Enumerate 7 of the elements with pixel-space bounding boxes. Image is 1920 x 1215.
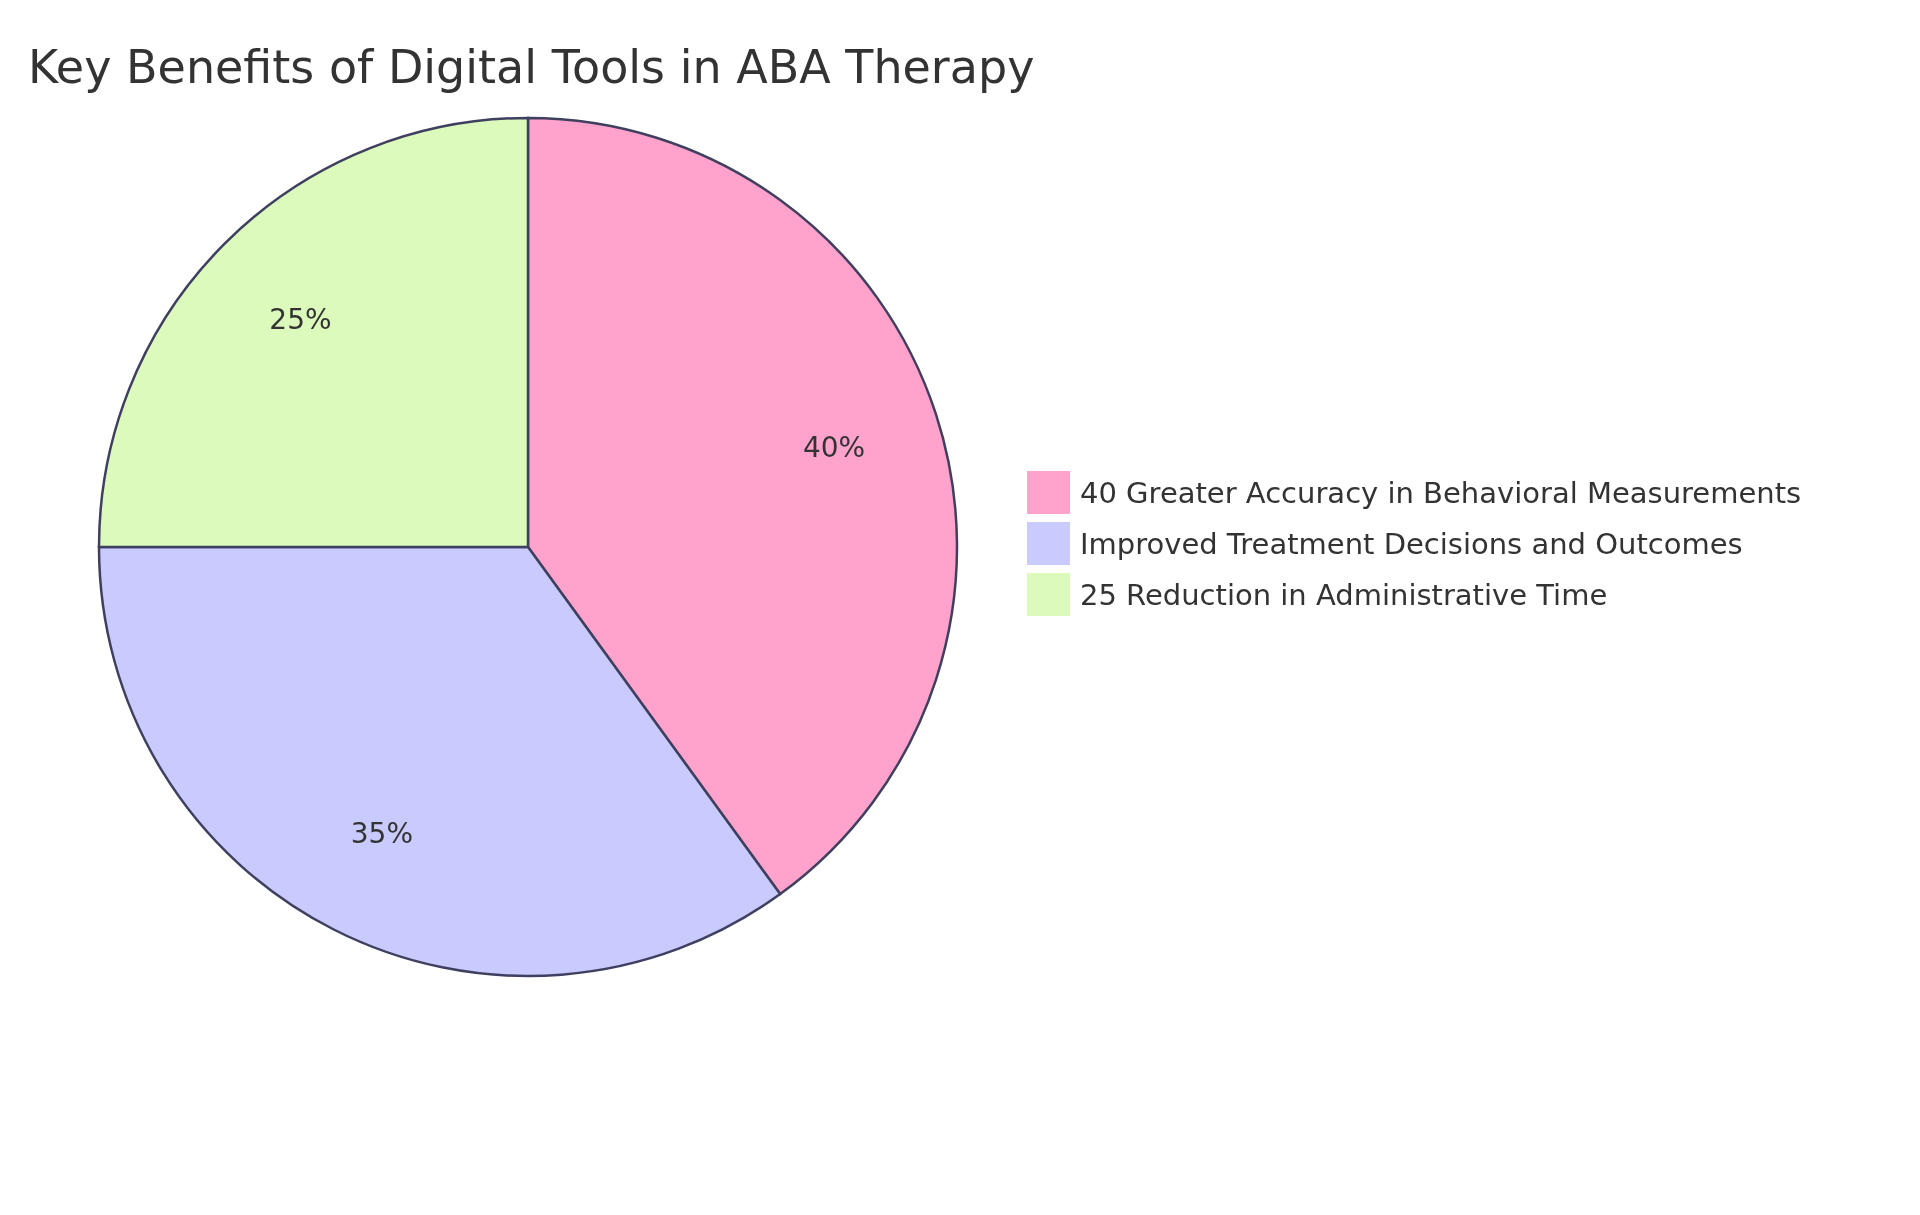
data-label: 35% [350, 817, 414, 851]
legend-label: Improved Treatment Decisions and Outcomes [1080, 527, 1743, 561]
data-label: 25% [269, 302, 332, 336]
chart-title: Key Benefits of Digital Tools in ABA Therapy [28, 40, 1035, 94]
data-label: 40% [802, 431, 866, 465]
legend-label: 25 Reduction in Administrative Time [1080, 578, 1608, 612]
legend-label: 40 Greater Accuracy in Behavioral Measurements [1080, 476, 1802, 510]
